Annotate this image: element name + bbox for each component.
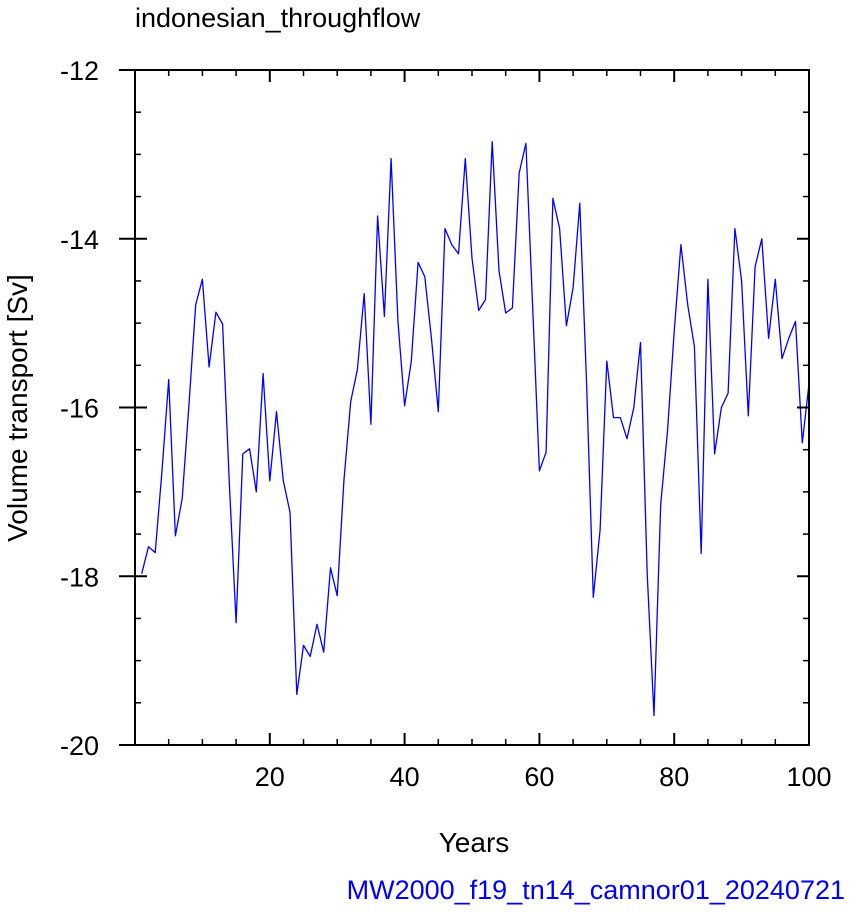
y-tick-label: -18 <box>60 562 99 592</box>
y-tick-label: -16 <box>60 394 99 424</box>
x-tick-label: 80 <box>659 762 689 792</box>
x-tick-label: 40 <box>390 762 420 792</box>
plot-layer <box>141 141 810 717</box>
y-tick-label: -12 <box>60 56 99 86</box>
y-tick-label: -20 <box>60 731 99 761</box>
y-tick-label: -14 <box>60 225 99 255</box>
series-line-0 <box>141 141 810 717</box>
ticks-layer: 20 40 60 80 100 -20 -18 -16 -14 -12 <box>60 56 832 792</box>
y-axis-label: Volume transport [Sv] <box>2 274 33 542</box>
footer-label: MW2000_f19_tn14_camnor01_20240721 <box>347 875 845 905</box>
x-tick-label: 60 <box>524 762 554 792</box>
x-tick-label: 20 <box>255 762 285 792</box>
x-tick-label: 100 <box>786 762 831 792</box>
chart-title: indonesian_throughflow <box>135 3 421 33</box>
x-axis-label: Years <box>439 827 510 858</box>
plot-frame <box>134 69 810 746</box>
